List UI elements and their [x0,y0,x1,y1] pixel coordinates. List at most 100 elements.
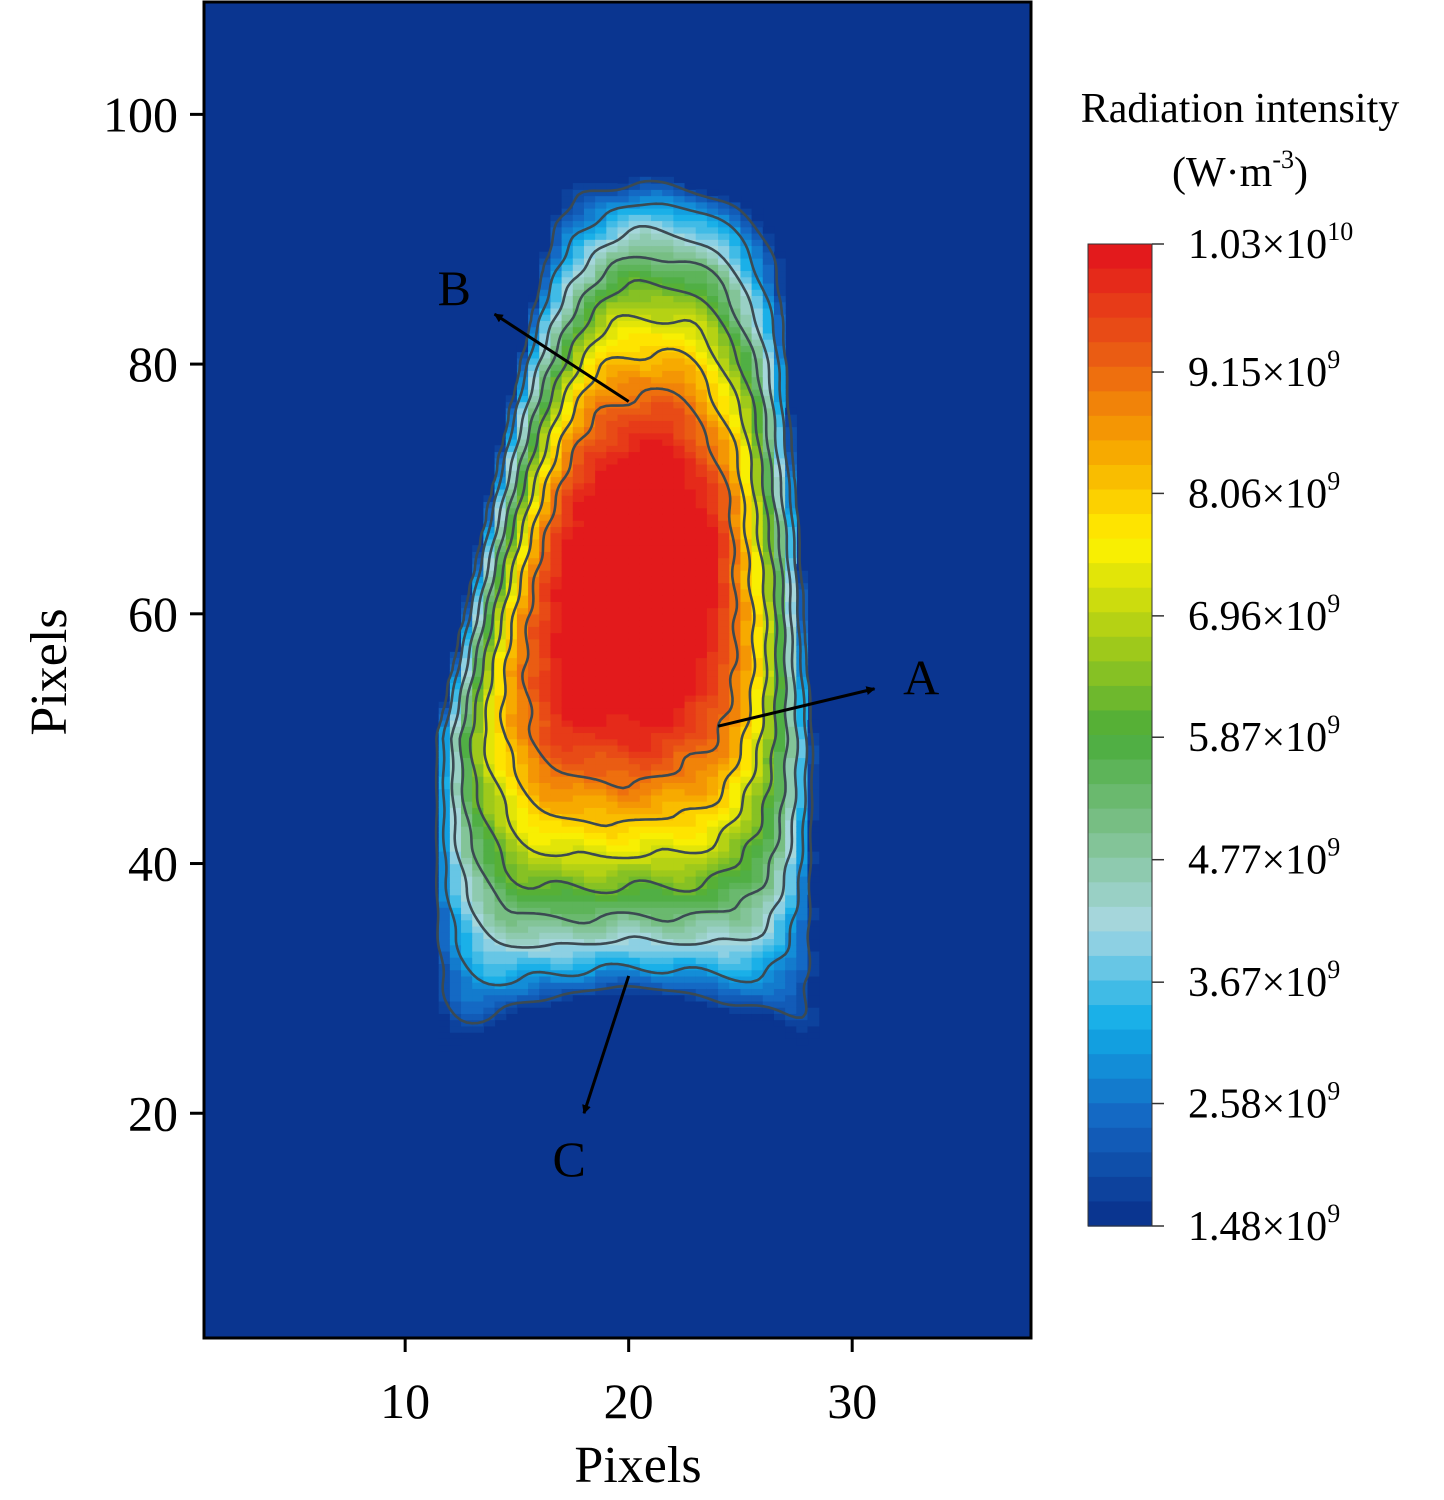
heatmap-cell [729,713,742,721]
heatmap-cell [729,838,742,846]
heatmap-cell [550,582,563,590]
heatmap-cell [449,663,462,671]
heatmap-cell [651,345,663,353]
heatmap-cell [706,794,719,802]
heatmap-cell [449,707,462,715]
heatmap-cell [483,607,496,615]
heatmap-cell [740,232,753,240]
heatmap-cell [729,932,742,940]
heatmap-cell [651,732,663,740]
heatmap-cell [505,769,518,777]
heatmap-cell [494,807,507,815]
heatmap-cell [695,470,708,478]
heatmap-cell [796,763,809,771]
heatmap-cell [550,900,563,908]
heatmap-cell [516,588,529,596]
heatmap-cell [628,938,641,946]
heatmap-cell [729,326,742,334]
heatmap-cell [651,757,663,765]
heatmap-cell [572,557,585,565]
heatmap-cell [751,857,764,865]
heatmap-cell [684,907,697,915]
heatmap-cell [695,226,708,234]
heatmap-cell [617,776,630,783]
heatmap-cell [773,613,786,621]
heatmap-cell [684,632,697,640]
heatmap-cell [583,744,596,752]
heatmap-cell [438,1032,451,1039]
heatmap-cell [528,545,540,552]
heatmap-cell [617,476,630,484]
heatmap-cell [561,345,574,353]
heatmap-cell [662,701,674,709]
heatmap-cell [706,694,719,702]
heatmap-cell [740,426,753,434]
heatmap-cell [684,913,697,921]
heatmap-cell [684,270,697,278]
heatmap-cell [561,982,574,989]
heatmap-cell [673,869,686,877]
heatmap-cell [785,769,797,777]
heatmap-cell [617,501,630,509]
heatmap-cell [461,719,473,727]
heatmap-cell [494,776,507,783]
colorbar-band [1088,514,1152,540]
heatmap-cell [595,638,607,646]
heatmap-cell [472,751,484,758]
heatmap-cell [751,488,764,496]
heatmap-cell [505,788,518,796]
heatmap-cell [595,932,607,940]
heatmap-cell [595,407,607,415]
heatmap-cell [651,963,663,971]
heatmap-cell [472,957,484,965]
heatmap-cell [684,925,697,933]
heatmap-cell [639,232,652,240]
heatmap-cell [751,607,764,615]
heatmap-cell [561,963,574,971]
heatmap-cell [572,932,585,940]
heatmap-cell [695,307,708,315]
heatmap-cell [684,420,697,428]
heatmap-cell [762,707,775,715]
heatmap-cell [505,501,518,509]
heatmap-cell [438,1019,451,1027]
heatmap-cell [729,913,742,921]
heatmap-cell [639,463,652,471]
heatmap-cell [684,351,697,359]
heatmap-cell [762,570,775,577]
heatmap-cell [751,982,764,989]
heatmap-cell [505,651,518,659]
heatmap-cell [494,726,507,734]
heatmap-cell [684,488,697,496]
heatmap-cell [461,788,473,796]
heatmap-cell [639,264,652,272]
heatmap-cell [505,601,518,609]
heatmap-cell [684,570,697,577]
heatmap-cell [651,526,663,534]
heatmap-cell [718,270,730,278]
heatmap-cell [561,239,574,247]
colorbar-tick-mantissa: 4.77×10 [1188,838,1327,884]
heatmap-cell [595,719,607,727]
heatmap-cell [606,245,619,253]
heatmap-cell [483,982,496,989]
heatmap-cell [773,900,786,908]
heatmap-cell [729,320,742,328]
heatmap-cell [662,963,674,971]
heatmap-cell [539,738,552,746]
heatmap-cell [516,826,529,833]
heatmap-cell [617,183,630,190]
heatmap-cell [651,301,663,309]
heatmap-cell [673,863,686,871]
heatmap-cell [606,264,619,272]
heatmap-cell [472,950,484,958]
heatmap-cell [662,888,674,896]
heatmap-cell [729,832,742,840]
heatmap-cell [662,439,674,446]
heatmap-cell [561,476,574,484]
heatmap-cell [505,1007,518,1014]
heatmap-cell [438,938,451,946]
heatmap-cell [539,719,552,727]
heatmap-cell [561,326,574,334]
heatmap-cell [561,538,574,546]
